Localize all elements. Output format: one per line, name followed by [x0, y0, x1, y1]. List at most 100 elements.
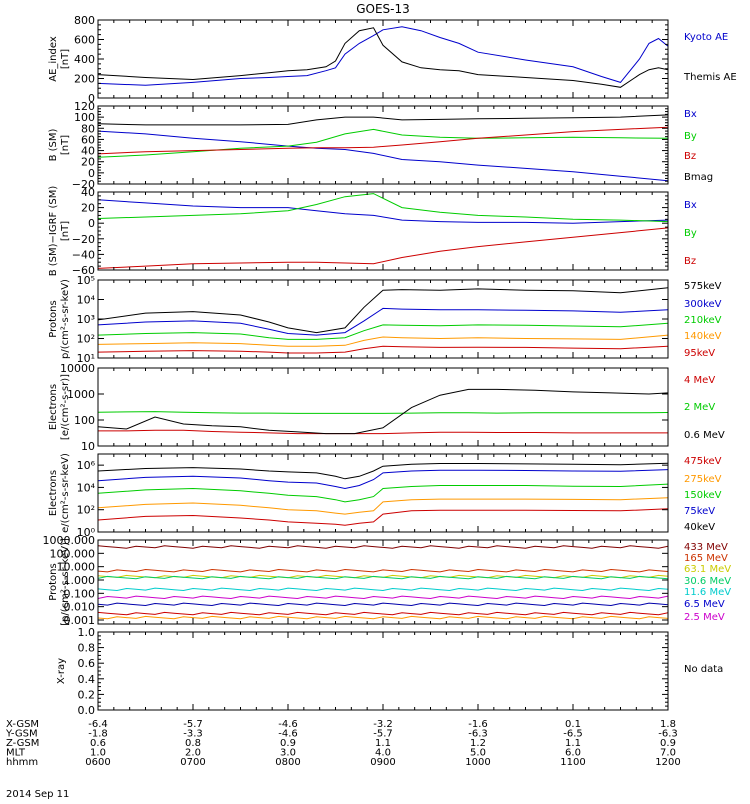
panel-8: 0.0 0.2 0.4 0.6 0.8 1.0 X-ray No data	[56, 626, 723, 717]
y-tick-label: 0	[88, 217, 95, 230]
y-tick-label: 0.4	[78, 673, 96, 686]
series-line-11.6-mev	[98, 587, 668, 592]
ephemeris-row-label: MLT	[6, 748, 26, 759]
legend-entry: Bx	[684, 200, 697, 211]
panel-3-series	[98, 193, 668, 269]
y-tick-label: 40	[81, 186, 95, 199]
y-tick-label: 100	[74, 414, 95, 427]
ephemeris-value: 1.8	[660, 719, 676, 730]
ephemeris-row-label: Y-GSM	[5, 729, 38, 740]
series-line-bx	[98, 130, 668, 182]
y-tick-label: 40	[81, 145, 95, 158]
y-axis-label: X-ray	[56, 658, 67, 684]
series-line-bmag	[98, 114, 668, 126]
ephemeris-value: 1.0	[90, 748, 106, 759]
series-line-575kev	[98, 287, 668, 334]
legend-entry: 150keV	[684, 490, 722, 501]
ephemeris-value: -6.4	[88, 719, 108, 730]
legend-entry: By	[684, 131, 697, 142]
series-line-40kev	[98, 462, 668, 480]
y-tick-label: 10	[81, 440, 95, 453]
ephemeris-value: -6.5	[563, 729, 583, 740]
panel-6-series	[98, 462, 668, 526]
y-axis-label: [nT]	[60, 49, 71, 69]
legend-entry: 433 MeV	[684, 542, 728, 553]
y-tick-label: 0.6	[78, 657, 96, 670]
y-tick-label: 10⁴	[77, 294, 96, 307]
ephemeris-value: 0.8	[185, 738, 201, 749]
y-tick-label: −60	[72, 264, 95, 277]
y-tick-label: 10⁵	[77, 274, 95, 287]
ephemeris-value: -1.6	[468, 719, 488, 730]
legend-entry: 210keV	[684, 315, 722, 326]
series-line-bz	[98, 227, 668, 269]
legend-entry: 165 MeV	[684, 553, 728, 564]
y-tick-label: 120	[74, 100, 95, 113]
ephemeris-value: 1.2	[470, 738, 486, 749]
panel-1-series	[98, 26, 668, 88]
y-tick-label: 1.0	[78, 626, 96, 639]
y-axis-label: p/(cm²-s-sr-keV)	[60, 279, 71, 359]
y-tick-label: 20	[81, 202, 95, 215]
ephemeris-value: 1100	[560, 757, 585, 768]
ephemeris-value: -4.6	[278, 729, 298, 740]
ephemeris-value: 5.0	[470, 748, 486, 759]
legend-entry: 2.5 MeV	[684, 612, 725, 623]
y-tick-label: 1000.000	[43, 534, 96, 547]
ephemeris-row-label: hhmm	[6, 757, 38, 768]
y-tick-label: 10⁶	[77, 459, 96, 472]
y-tick-label: 10.000	[57, 561, 96, 574]
y-tick-label: 0.100	[64, 587, 96, 600]
ephemeris-table: X-GSM -6.4 -5.7 -4.6 -3.2 -1.6 0.1 1.8 Y-GSM -1.8…	[5, 719, 681, 768]
ephemeris-value: -3.3	[183, 729, 203, 740]
panel-6: 10⁰ 10² 10⁴ 10⁶ Electrons e/(cm²-s-sr-keV) 475…	[48, 453, 722, 539]
series-line-433-mev	[98, 545, 668, 549]
legend-entry: 4 MeV	[684, 375, 715, 386]
y-tick-label: 80	[81, 122, 95, 135]
legend-entry: Kyoto AE	[684, 32, 728, 43]
panel-5-series	[98, 388, 668, 435]
y-tick-label: 800	[74, 14, 95, 27]
series-line-75kev	[98, 469, 668, 490]
panel-frame	[97, 631, 669, 711]
ephemeris-value: 1200	[655, 757, 680, 768]
ephemeris-value: -6.3	[468, 729, 488, 740]
ephemeris-value: -5.7	[183, 719, 203, 730]
ephemeris-value: -5.7	[373, 729, 393, 740]
legend-entry: 300keV	[684, 299, 722, 310]
legend-entry: 275keV	[684, 474, 722, 485]
series-line-30.6-mev	[98, 575, 668, 580]
ephemeris-value: 1000	[465, 757, 490, 768]
series-line-extra-7	[98, 611, 668, 616]
series-line-by	[98, 128, 668, 158]
legend-entry: 75keV	[684, 506, 715, 517]
ephemeris-value: 0.1	[565, 719, 581, 730]
legend-entry: By	[684, 228, 697, 239]
y-tick-label: 10000	[60, 362, 95, 375]
legend-entry: 11.6 MeV	[684, 587, 731, 598]
y-tick-label: 1.000	[64, 574, 96, 587]
ephemeris-value: 7.0	[660, 748, 676, 759]
series-line-165-mev	[98, 568, 668, 573]
series-line-themis-ae	[98, 27, 668, 88]
legend-entry: Bx	[684, 109, 697, 120]
y-tick-label: 0	[88, 92, 95, 105]
date-label: 2014 Sep 11	[6, 789, 69, 800]
panel-3: −60 −40 −20 0 20 40 B (SM)−IGRF (SM) [nT] Bx By Bz	[48, 186, 697, 277]
series-line-bx	[98, 199, 668, 224]
panel-1: 0 200 400 600 800 AE_index [nT] Kyoto AE Themis …	[48, 14, 737, 105]
ephemeris-value: 4.0	[375, 748, 391, 759]
panel-2-series	[98, 114, 668, 182]
y-tick-label: 10¹	[77, 352, 95, 365]
y-tick-label: 1000	[67, 388, 95, 401]
series-line-275kev	[98, 497, 668, 515]
y-axis-label: Protons	[48, 563, 59, 600]
ephemeris-value: -3.2	[373, 719, 393, 730]
legend-entry: 140keV	[684, 331, 722, 342]
panel-7-series	[98, 545, 668, 620]
ephemeris-value: 0800	[275, 757, 300, 768]
legend-entry: 0.6 MeV	[684, 430, 725, 441]
series-line-bz	[98, 126, 668, 155]
